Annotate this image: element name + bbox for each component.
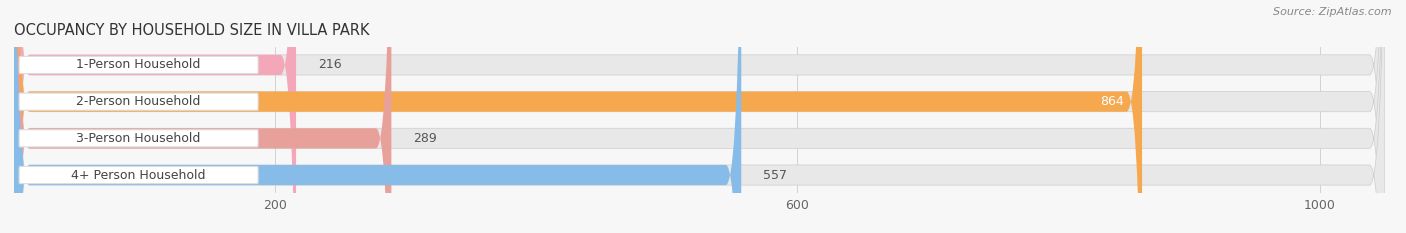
- FancyBboxPatch shape: [14, 0, 1385, 233]
- Text: OCCUPANCY BY HOUSEHOLD SIZE IN VILLA PARK: OCCUPANCY BY HOUSEHOLD SIZE IN VILLA PAR…: [14, 24, 370, 38]
- Text: 4+ Person Household: 4+ Person Household: [72, 168, 205, 182]
- FancyBboxPatch shape: [14, 0, 741, 233]
- FancyBboxPatch shape: [14, 0, 1385, 233]
- FancyBboxPatch shape: [20, 56, 259, 74]
- FancyBboxPatch shape: [20, 166, 259, 184]
- FancyBboxPatch shape: [14, 0, 391, 233]
- Text: 216: 216: [318, 58, 342, 72]
- Text: 2-Person Household: 2-Person Household: [76, 95, 201, 108]
- FancyBboxPatch shape: [14, 0, 297, 233]
- Text: Source: ZipAtlas.com: Source: ZipAtlas.com: [1274, 7, 1392, 17]
- FancyBboxPatch shape: [20, 93, 259, 110]
- Text: 557: 557: [763, 168, 787, 182]
- FancyBboxPatch shape: [14, 0, 1142, 233]
- FancyBboxPatch shape: [14, 0, 1385, 233]
- FancyBboxPatch shape: [14, 0, 1385, 233]
- Text: 3-Person Household: 3-Person Household: [76, 132, 201, 145]
- FancyBboxPatch shape: [20, 130, 259, 147]
- Text: 864: 864: [1101, 95, 1123, 108]
- Text: 289: 289: [413, 132, 437, 145]
- Text: 1-Person Household: 1-Person Household: [76, 58, 201, 72]
